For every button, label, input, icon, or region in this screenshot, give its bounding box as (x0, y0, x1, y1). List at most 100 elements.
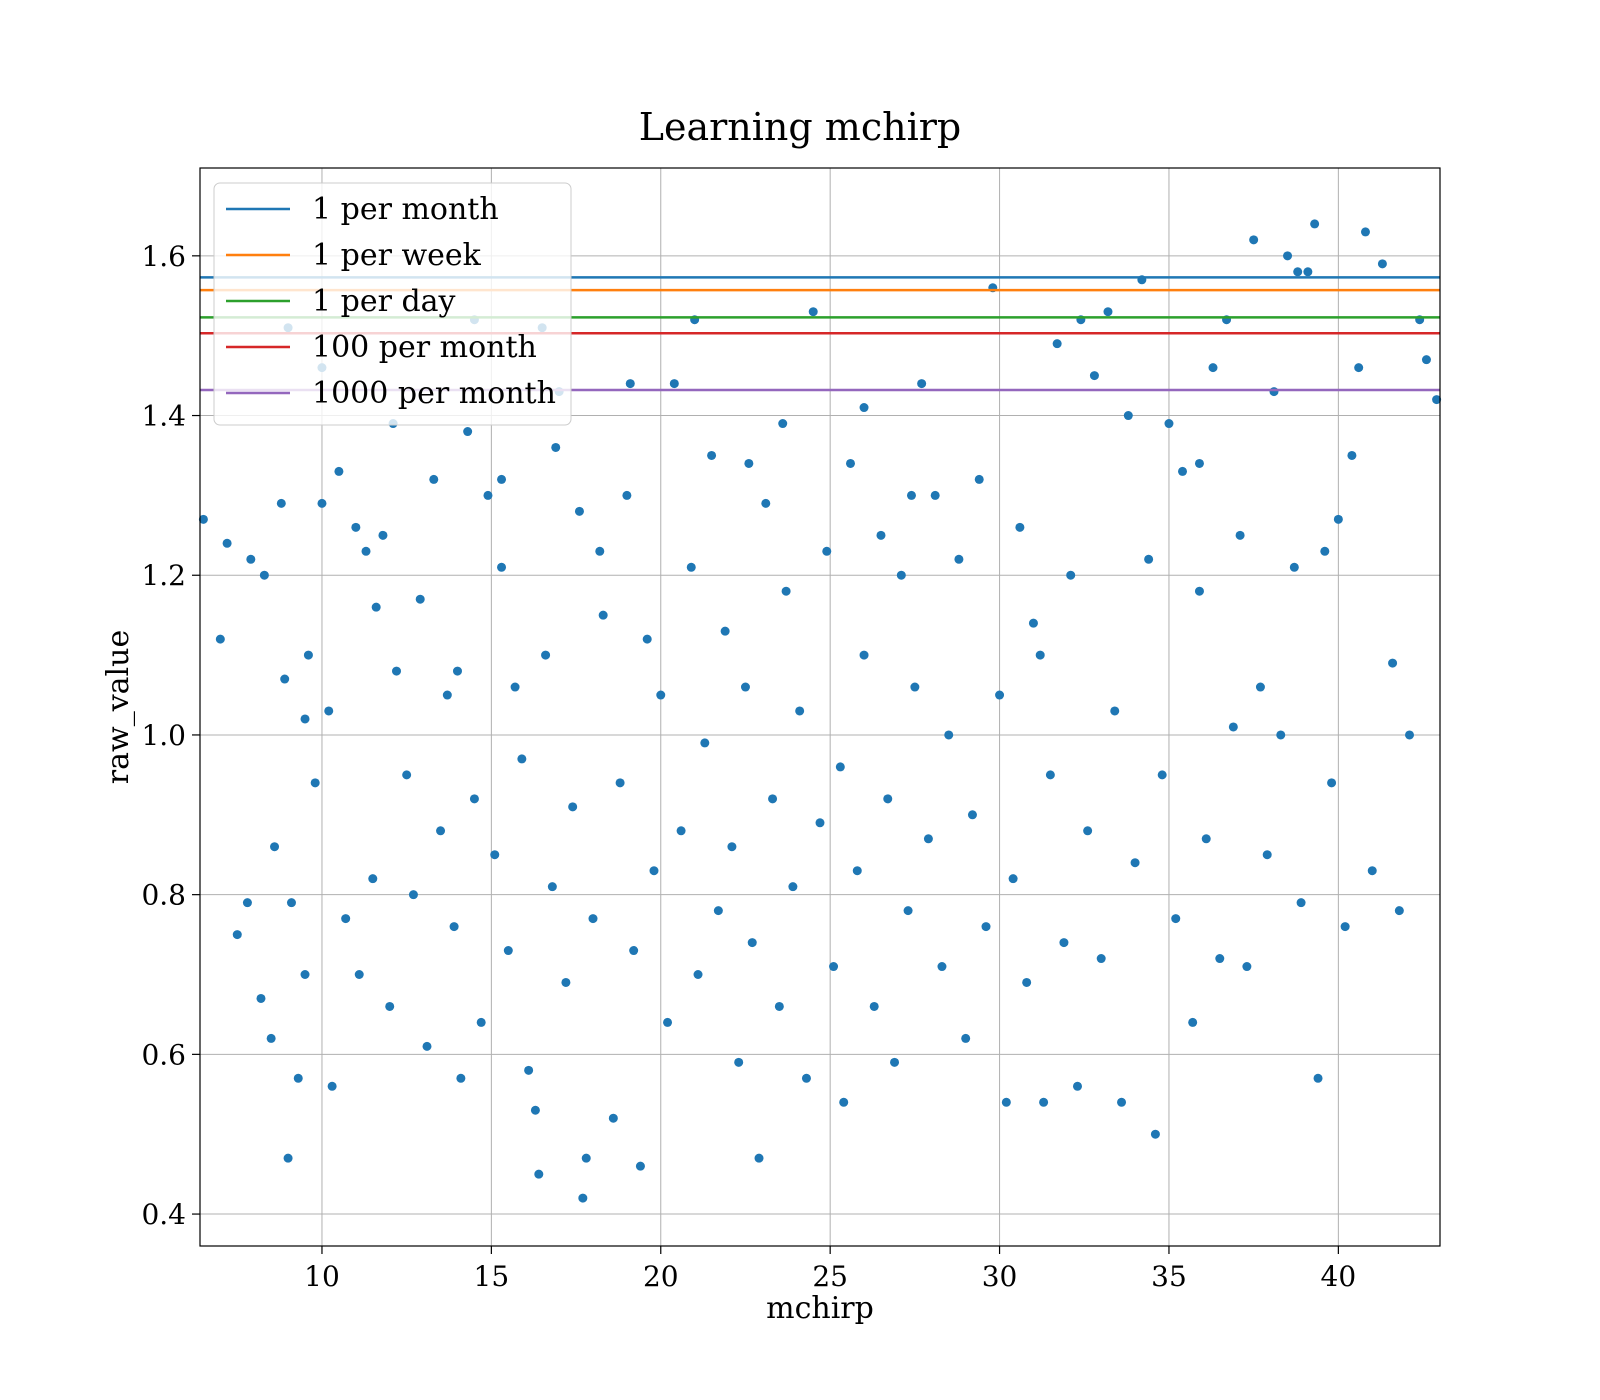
scatter-point (598, 610, 608, 620)
scatter-point (720, 626, 730, 636)
scatter-point (429, 474, 439, 484)
scatter-point (300, 714, 310, 724)
scatter-point (1405, 730, 1415, 740)
scatter-point (1157, 770, 1167, 780)
scatter-point (534, 1169, 544, 1179)
scatter-point (1110, 706, 1120, 716)
scatter-point (232, 930, 242, 940)
scatter-point (324, 706, 334, 716)
scatter-point (700, 738, 710, 748)
scatter-point (242, 898, 252, 908)
y-tick-label: 1.6 (141, 240, 186, 273)
scatter-point (1354, 363, 1364, 373)
x-tick-label: 40 (1321, 1260, 1357, 1293)
scatter-point (588, 914, 598, 924)
scatter-point (845, 458, 855, 468)
scatter-point (341, 914, 351, 924)
scatter-point (923, 834, 933, 844)
scatter-point (635, 1161, 645, 1171)
scatter-point (906, 490, 916, 500)
y-axis-label: raw_value (101, 630, 136, 784)
scatter-point (402, 770, 412, 780)
scatter-point (815, 818, 825, 828)
scatter-point (995, 690, 1005, 700)
scatter-point (568, 802, 578, 812)
scatter-point (1215, 954, 1225, 964)
scatter-point (551, 442, 561, 452)
scatter-point (317, 498, 327, 508)
scatter-point (1130, 858, 1140, 868)
scatter-point (608, 1113, 618, 1123)
scatter-point (669, 379, 679, 389)
scatter-point (490, 850, 500, 860)
scatter-point (869, 1001, 879, 1011)
scatter-point (903, 906, 913, 916)
legend-label: 1 per week (312, 238, 482, 273)
scatter-point (1150, 1129, 1160, 1139)
scatter-point (1289, 562, 1299, 572)
scatter-point (1052, 339, 1062, 349)
scatter-point (415, 594, 425, 604)
scatter-point (778, 419, 788, 429)
scatter-point (896, 570, 906, 580)
scatter-point (1276, 730, 1286, 740)
scatter-point (981, 922, 991, 932)
scatter-point (747, 938, 757, 948)
scatter-point (1367, 866, 1377, 876)
scatter-point (808, 307, 818, 317)
scatter-point (801, 1073, 811, 1083)
scatter-point (283, 1153, 293, 1163)
scatter-point (1208, 363, 1218, 373)
scatter-point (463, 427, 473, 437)
x-axis-ticks: 10 15 20 25 30 35 40 (304, 1246, 1356, 1293)
scatter-point (754, 1153, 764, 1163)
scatter-point (930, 490, 940, 500)
scatter-point (310, 778, 320, 788)
scatter-point (713, 906, 723, 916)
scatter-point (1283, 251, 1293, 261)
scatter-point (246, 554, 256, 564)
scatter-point (795, 706, 805, 716)
y-tick-label: 1.2 (141, 559, 186, 592)
scatter-point (392, 666, 402, 676)
scatter-point (595, 546, 605, 556)
scatter-point (1228, 722, 1238, 732)
scatter-point (954, 554, 964, 564)
scatter-point (1194, 458, 1204, 468)
y-tick-label: 1.4 (141, 400, 186, 433)
scatter-point (503, 946, 513, 956)
scatter-point (1028, 618, 1038, 628)
scatter-point (354, 970, 364, 980)
scatter-point (385, 1001, 395, 1011)
y-tick-label: 0.6 (141, 1038, 186, 1071)
scatter-point (497, 474, 507, 484)
scatter-point (368, 874, 378, 884)
scatter-point (883, 794, 893, 804)
scatter-point (1015, 522, 1025, 532)
scatter-point (822, 546, 832, 556)
scatter-point (361, 546, 371, 556)
scatter-point (615, 778, 625, 788)
scatter-point (859, 650, 869, 660)
scatter-point (1188, 1017, 1198, 1027)
y-tick-label: 0.8 (141, 879, 186, 912)
scatter-point (222, 538, 232, 548)
scatter-point (761, 498, 771, 508)
scatter-point (1255, 682, 1265, 692)
scatter-point (1347, 450, 1357, 460)
scatter-point (256, 993, 266, 1003)
scatter-point (293, 1073, 303, 1083)
scatter-point (476, 1017, 486, 1027)
scatter-point (276, 498, 286, 508)
scatter-point (561, 977, 571, 987)
scatter-point (1059, 938, 1069, 948)
scatter-point (530, 1105, 540, 1115)
x-tick-label: 35 (1151, 1260, 1187, 1293)
scatter-point (1333, 514, 1343, 524)
scatter-point (1035, 650, 1045, 660)
scatter-point (1083, 826, 1093, 836)
scatter-point (334, 466, 344, 476)
scatter-point (1008, 874, 1018, 884)
legend-box (213, 182, 572, 426)
scatter-point (937, 962, 947, 972)
